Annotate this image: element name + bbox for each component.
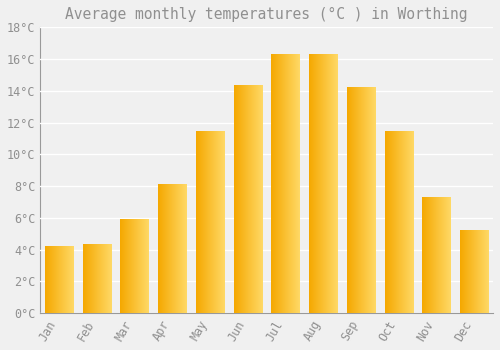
Bar [272, 54, 299, 313]
Bar [460, 231, 488, 313]
Bar [120, 219, 149, 313]
Bar [45, 246, 74, 313]
Bar [83, 245, 111, 313]
Bar [196, 132, 224, 313]
Bar [347, 88, 375, 313]
Bar [234, 86, 262, 313]
Bar [422, 197, 450, 313]
Title: Average monthly temperatures (°C ) in Worthing: Average monthly temperatures (°C ) in Wo… [66, 7, 468, 22]
Bar [158, 184, 186, 313]
Bar [309, 54, 338, 313]
Bar [384, 132, 413, 313]
